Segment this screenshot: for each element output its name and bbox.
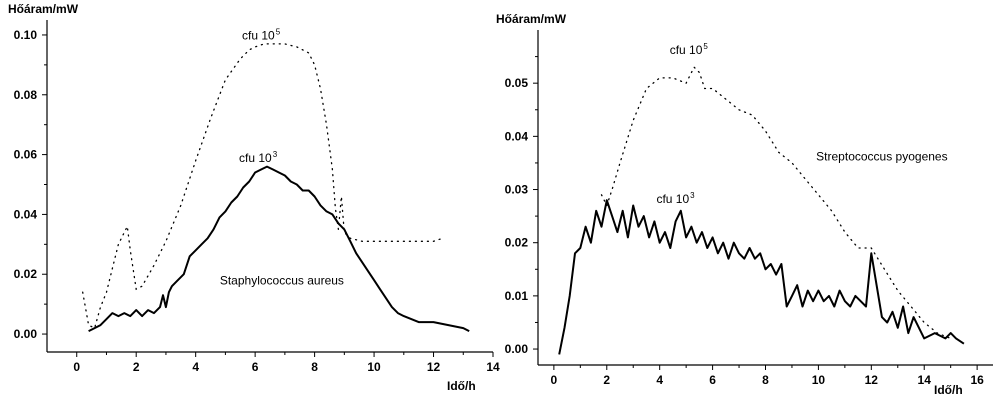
y-tick-label-right: 0.01 <box>505 289 529 303</box>
series-line-solid-right <box>558 199 965 355</box>
y-tick-label-left: 0.04 <box>14 207 38 221</box>
annotation-right-1: cfu 103 <box>656 191 695 206</box>
annotation-left-2: Staphylococcus aureus <box>220 274 344 288</box>
y-tick-label-left: 0.06 <box>14 148 38 162</box>
x-tick-label-right: 10 <box>812 373 826 387</box>
x-tick-label-right: 4 <box>656 373 663 387</box>
y-tick-label-left: 0.00 <box>14 327 38 341</box>
x-tick-label-left: 2 <box>133 360 140 374</box>
y-tick-label-left: 0.08 <box>14 88 38 102</box>
annotation-right-0: cfu 105 <box>670 42 709 57</box>
y-tick-label-right: 0.05 <box>505 76 529 90</box>
plot-lines-right <box>558 66 965 355</box>
x-tick-label-left: 0 <box>73 360 80 374</box>
x-tick-label-left: 4 <box>192 360 199 374</box>
y-axis-title-right: Hőáram/mW <box>496 12 567 26</box>
x-tick-label-left: 6 <box>252 360 259 374</box>
plot-lines-left <box>82 43 470 332</box>
series-line-dotted-right <box>600 66 952 340</box>
y-tick-label-right: 0.03 <box>505 183 529 197</box>
x-tick-label-right: 12 <box>865 373 879 387</box>
axes-right: 0.00 0.01 0.02 0.03 0.04 0.05 0 2 4 6 8 10 12 14 16 <box>505 30 993 387</box>
y-tick-label-right: 0.02 <box>505 236 529 250</box>
axes-left: 0.00 0.02 0.04 0.06 0.08 0.10 0 2 4 6 8 10 12 14 <box>14 20 500 374</box>
y-tick-label-right: 0.04 <box>505 129 529 143</box>
x-tick-label-right: 0 <box>551 373 558 387</box>
x-tick-label-left: 12 <box>427 360 441 374</box>
annotations-right: cfu 105 cfu 103 Streptococcus pyogenes <box>656 42 947 206</box>
y-tick-label-right: 0.00 <box>505 342 529 356</box>
y-tick-label-left: 0.10 <box>14 28 38 42</box>
x-tick-label-right: 2 <box>603 373 610 387</box>
chart-right: Hőáram/mW Idő/h 0.00 0.01 0.02 0.03 0.04 0.05… <box>496 12 993 397</box>
x-tick-label-right: 16 <box>970 373 984 387</box>
y-tick-label-left: 0.02 <box>14 267 38 281</box>
annotation-right-2: Streptococcus pyogenes <box>816 149 947 163</box>
x-tick-label-left: 10 <box>367 360 381 374</box>
chart-left: Hőáram/mW Idő/h 0.00 0.02 0.04 0.06 0.08 0.10… <box>8 2 500 393</box>
annotation-left-1: cfu 103 <box>239 150 278 165</box>
x-tick-label-right: 6 <box>709 373 716 387</box>
x-tick-label-left: 8 <box>311 360 318 374</box>
annotation-left-0: cfu 105 <box>242 27 281 42</box>
annotations-left: cfu 105 cfu 103 Staphylococcus aureus <box>220 27 344 287</box>
y-axis-title-left: Hőáram/mW <box>8 2 79 16</box>
series-line-solid-left <box>88 165 470 332</box>
x-axis-title-left: Idő/h <box>447 379 476 393</box>
x-tick-label-left: 14 <box>486 360 500 374</box>
x-axis-title-right: Idő/h <box>934 383 963 397</box>
x-tick-label-right: 14 <box>918 373 932 387</box>
x-tick-label-right: 8 <box>762 373 769 387</box>
